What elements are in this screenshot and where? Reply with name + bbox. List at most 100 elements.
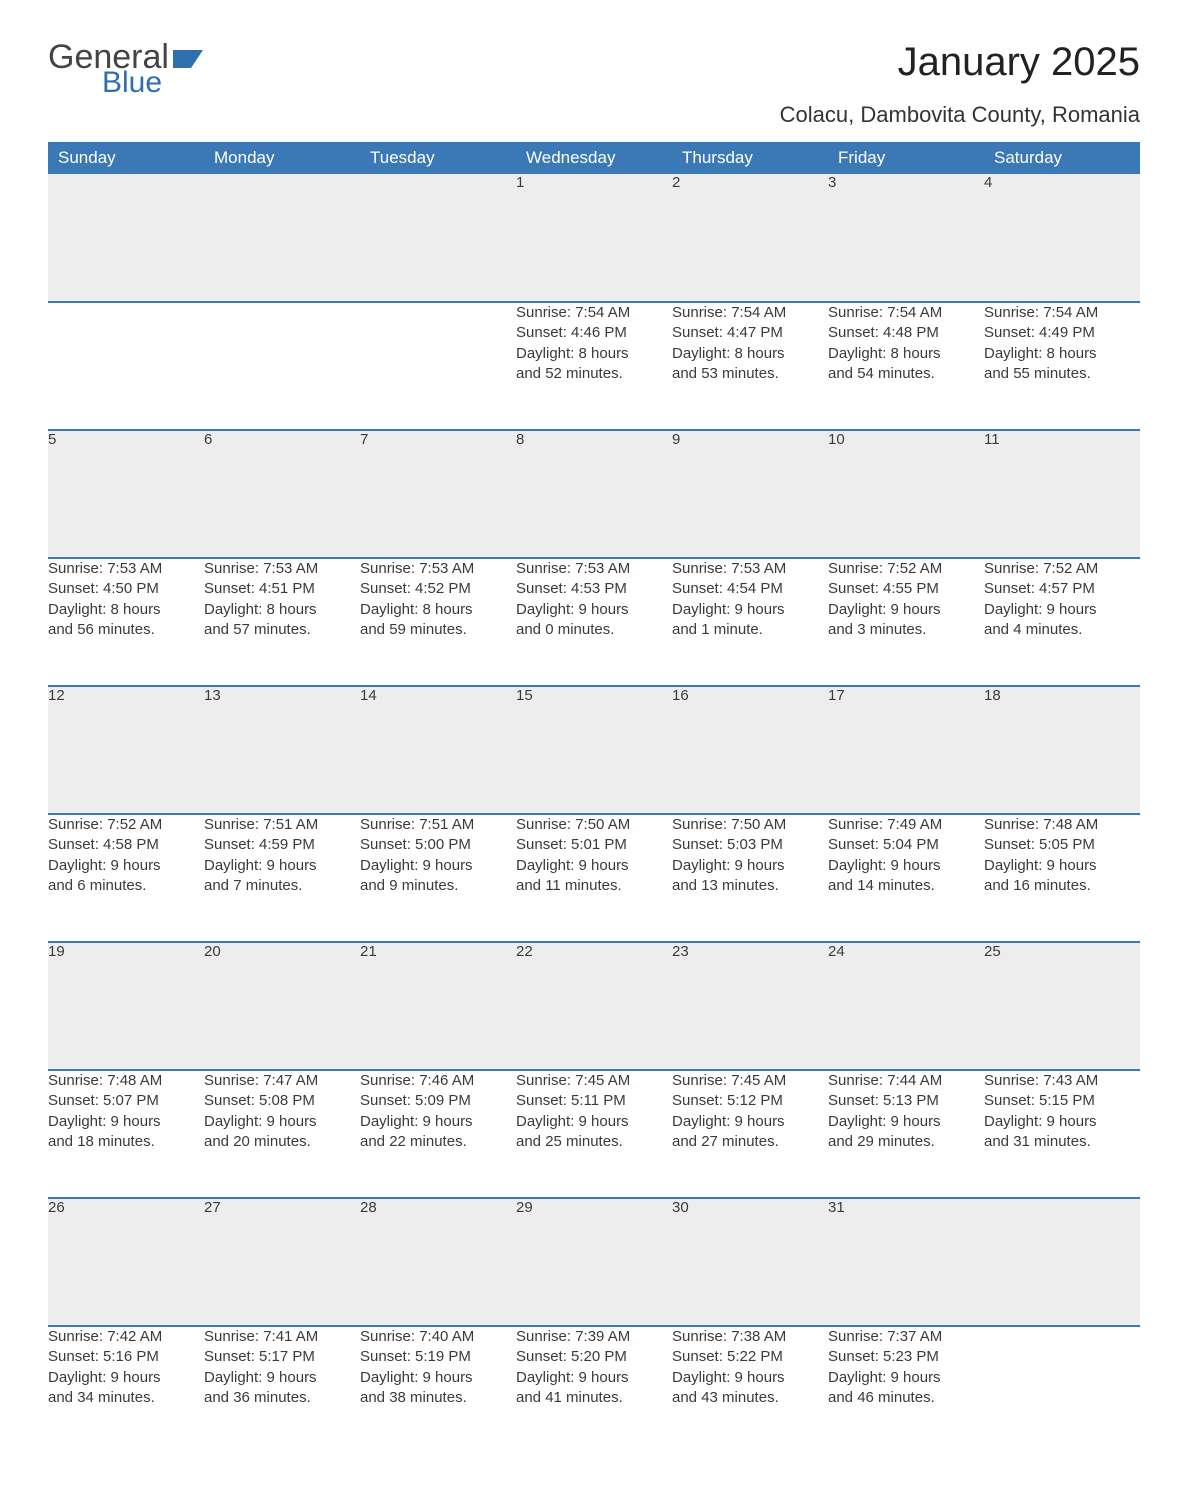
- day-number-cell: 9: [672, 430, 828, 558]
- calendar-table: Sunday Monday Tuesday Wednesday Thursday…: [48, 142, 1140, 1454]
- day-number-cell: 8: [516, 430, 672, 558]
- day-content-cell: Sunrise: 7:50 AMSunset: 5:01 PMDaylight:…: [516, 814, 672, 942]
- sunrise-text: Sunrise: 7:47 AM: [204, 1071, 360, 1091]
- daylight-text-2: and 29 minutes.: [828, 1132, 984, 1152]
- sunrise-text: Sunrise: 7:54 AM: [828, 303, 984, 323]
- sunset-text: Sunset: 4:54 PM: [672, 579, 828, 599]
- daylight-text-1: Daylight: 9 hours: [984, 1112, 1140, 1132]
- day-number-cell: [48, 174, 204, 302]
- sunrise-text: Sunrise: 7:53 AM: [672, 559, 828, 579]
- daylight-text-1: Daylight: 8 hours: [672, 344, 828, 364]
- day-content-row: Sunrise: 7:42 AMSunset: 5:16 PMDaylight:…: [48, 1326, 1140, 1454]
- sunset-text: Sunset: 5:23 PM: [828, 1347, 984, 1367]
- day-number-cell: 25: [984, 942, 1140, 1070]
- day-number-cell: 6: [204, 430, 360, 558]
- daylight-text-1: Daylight: 9 hours: [828, 1112, 984, 1132]
- day-number-cell: 13: [204, 686, 360, 814]
- day-number-cell: 18: [984, 686, 1140, 814]
- daylight-text-2: and 43 minutes.: [672, 1388, 828, 1408]
- day-content-cell: Sunrise: 7:46 AMSunset: 5:09 PMDaylight:…: [360, 1070, 516, 1198]
- sunset-text: Sunset: 5:03 PM: [672, 835, 828, 855]
- sunset-text: Sunset: 5:08 PM: [204, 1091, 360, 1111]
- day-number-cell: 7: [360, 430, 516, 558]
- day-number-cell: 17: [828, 686, 984, 814]
- day-content-row: Sunrise: 7:52 AMSunset: 4:58 PMDaylight:…: [48, 814, 1140, 942]
- daylight-text-1: Daylight: 9 hours: [204, 1112, 360, 1132]
- day-content-cell: Sunrise: 7:48 AMSunset: 5:05 PMDaylight:…: [984, 814, 1140, 942]
- daylight-text-2: and 11 minutes.: [516, 876, 672, 896]
- daylight-text-1: Daylight: 9 hours: [360, 856, 516, 876]
- sunset-text: Sunset: 4:53 PM: [516, 579, 672, 599]
- sunset-text: Sunset: 4:59 PM: [204, 835, 360, 855]
- daylight-text-2: and 55 minutes.: [984, 364, 1140, 384]
- daylight-text-1: Daylight: 9 hours: [828, 1368, 984, 1388]
- daylight-text-1: Daylight: 9 hours: [204, 1368, 360, 1388]
- day-content-cell: Sunrise: 7:45 AMSunset: 5:11 PMDaylight:…: [516, 1070, 672, 1198]
- sunrise-text: Sunrise: 7:44 AM: [828, 1071, 984, 1091]
- sunrise-text: Sunrise: 7:51 AM: [360, 815, 516, 835]
- daylight-text-2: and 34 minutes.: [48, 1388, 204, 1408]
- sunrise-text: Sunrise: 7:48 AM: [48, 1071, 204, 1091]
- sunrise-text: Sunrise: 7:50 AM: [672, 815, 828, 835]
- sunrise-text: Sunrise: 7:52 AM: [48, 815, 204, 835]
- sunrise-text: Sunrise: 7:50 AM: [516, 815, 672, 835]
- daylight-text-1: Daylight: 9 hours: [828, 600, 984, 620]
- daylight-text-2: and 38 minutes.: [360, 1388, 516, 1408]
- logo-flag-icon: [173, 46, 207, 72]
- daylight-text-1: Daylight: 9 hours: [360, 1112, 516, 1132]
- day-number-cell: 12: [48, 686, 204, 814]
- day-number-cell: 14: [360, 686, 516, 814]
- weekday-header: Friday: [828, 142, 984, 174]
- day-content-cell: Sunrise: 7:52 AMSunset: 4:55 PMDaylight:…: [828, 558, 984, 686]
- daylight-text-1: Daylight: 9 hours: [672, 1112, 828, 1132]
- daylight-text-2: and 56 minutes.: [48, 620, 204, 640]
- day-number-cell: 3: [828, 174, 984, 302]
- day-content-cell: Sunrise: 7:41 AMSunset: 5:17 PMDaylight:…: [204, 1326, 360, 1454]
- day-content-cell: Sunrise: 7:42 AMSunset: 5:16 PMDaylight:…: [48, 1326, 204, 1454]
- sunset-text: Sunset: 4:57 PM: [984, 579, 1140, 599]
- sunrise-text: Sunrise: 7:52 AM: [984, 559, 1140, 579]
- day-content-cell: Sunrise: 7:53 AMSunset: 4:51 PMDaylight:…: [204, 558, 360, 686]
- day-content-cell: Sunrise: 7:50 AMSunset: 5:03 PMDaylight:…: [672, 814, 828, 942]
- daylight-text-1: Daylight: 8 hours: [984, 344, 1140, 364]
- day-content-cell: Sunrise: 7:53 AMSunset: 4:50 PMDaylight:…: [48, 558, 204, 686]
- day-content-cell: Sunrise: 7:48 AMSunset: 5:07 PMDaylight:…: [48, 1070, 204, 1198]
- location-subtitle: Colacu, Dambovita County, Romania: [48, 102, 1140, 128]
- day-content-cell: Sunrise: 7:45 AMSunset: 5:12 PMDaylight:…: [672, 1070, 828, 1198]
- daylight-text-2: and 59 minutes.: [360, 620, 516, 640]
- daylight-text-2: and 46 minutes.: [828, 1388, 984, 1408]
- daylight-text-1: Daylight: 8 hours: [48, 600, 204, 620]
- daylight-text-2: and 31 minutes.: [984, 1132, 1140, 1152]
- weekday-header: Monday: [204, 142, 360, 174]
- day-content-cell: Sunrise: 7:54 AMSunset: 4:49 PMDaylight:…: [984, 302, 1140, 430]
- daylight-text-2: and 0 minutes.: [516, 620, 672, 640]
- sunset-text: Sunset: 5:19 PM: [360, 1347, 516, 1367]
- daylight-text-1: Daylight: 9 hours: [48, 1368, 204, 1388]
- daylight-text-1: Daylight: 8 hours: [360, 600, 516, 620]
- daylight-text-1: Daylight: 9 hours: [672, 1368, 828, 1388]
- daylight-text-2: and 25 minutes.: [516, 1132, 672, 1152]
- day-content-cell: Sunrise: 7:44 AMSunset: 5:13 PMDaylight:…: [828, 1070, 984, 1198]
- day-number-cell: [204, 174, 360, 302]
- daylight-text-2: and 13 minutes.: [672, 876, 828, 896]
- daylight-text-1: Daylight: 9 hours: [828, 856, 984, 876]
- daylight-text-2: and 53 minutes.: [672, 364, 828, 384]
- daylight-text-1: Daylight: 9 hours: [516, 600, 672, 620]
- day-content-cell: Sunrise: 7:51 AMSunset: 4:59 PMDaylight:…: [204, 814, 360, 942]
- sunrise-text: Sunrise: 7:53 AM: [204, 559, 360, 579]
- day-number-cell: [360, 174, 516, 302]
- sunset-text: Sunset: 4:58 PM: [48, 835, 204, 855]
- logo-text-blue: Blue: [102, 68, 162, 98]
- sunset-text: Sunset: 4:51 PM: [204, 579, 360, 599]
- day-number-row: 567891011: [48, 430, 1140, 558]
- sunset-text: Sunset: 5:16 PM: [48, 1347, 204, 1367]
- logo: General Blue: [48, 40, 207, 98]
- daylight-text-1: Daylight: 9 hours: [516, 856, 672, 876]
- weekday-header: Thursday: [672, 142, 828, 174]
- daylight-text-1: Daylight: 9 hours: [204, 856, 360, 876]
- daylight-text-2: and 3 minutes.: [828, 620, 984, 640]
- day-number-cell: 27: [204, 1198, 360, 1326]
- day-content-cell: Sunrise: 7:52 AMSunset: 4:58 PMDaylight:…: [48, 814, 204, 942]
- sunset-text: Sunset: 4:49 PM: [984, 323, 1140, 343]
- daylight-text-2: and 1 minute.: [672, 620, 828, 640]
